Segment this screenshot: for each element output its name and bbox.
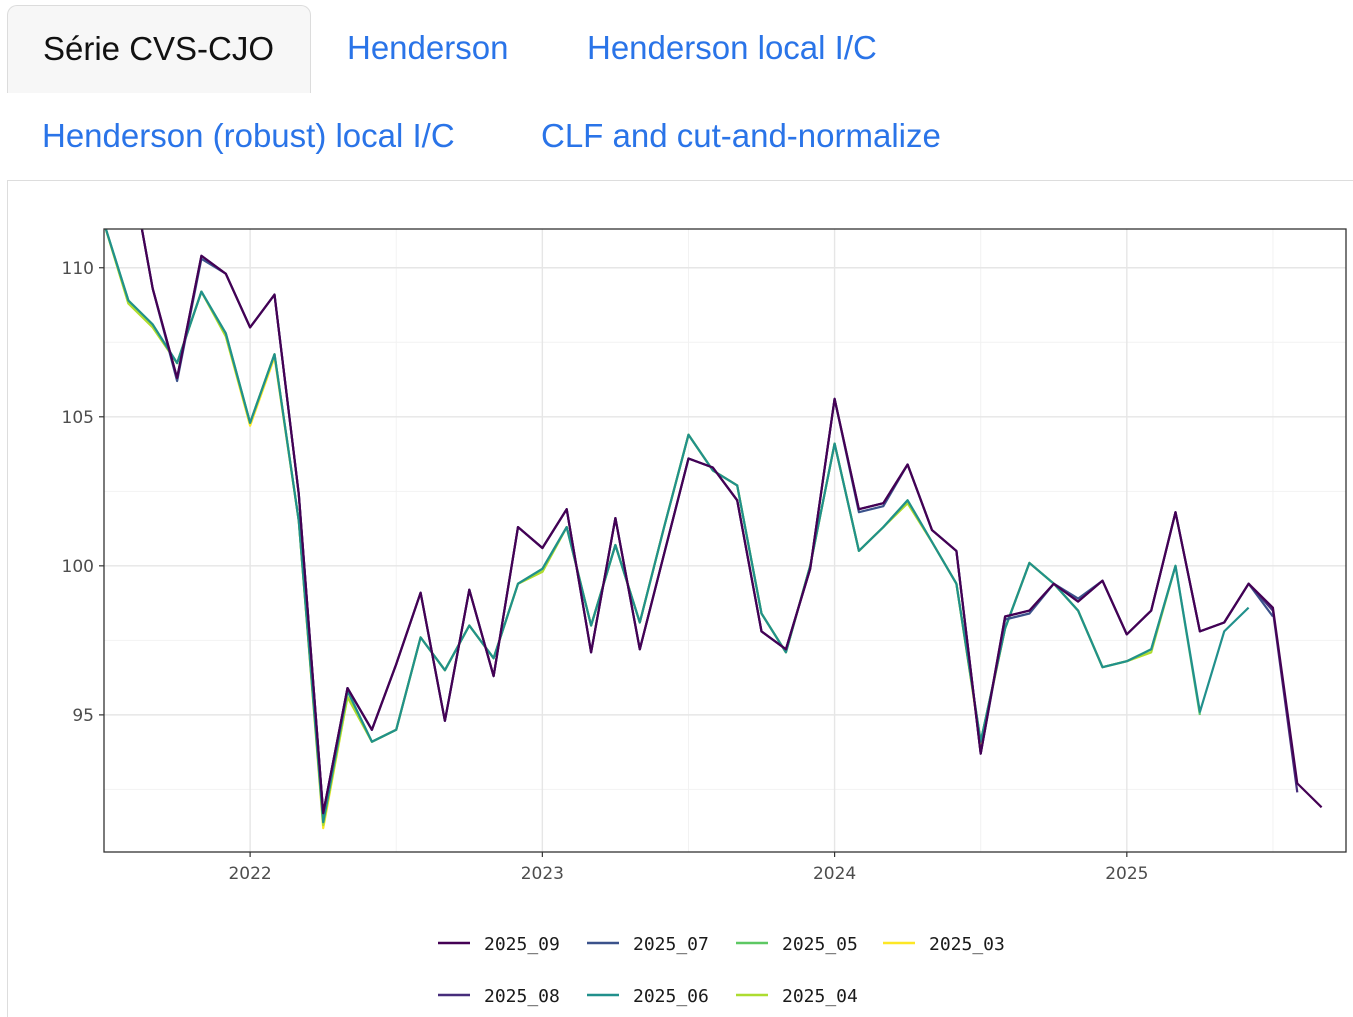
series-lines: [104, 229, 1323, 830]
tab-clf-cut-and-normalize[interactable]: CLF and cut-and-normalize: [541, 117, 941, 154]
tab-content-panel: 2022 2023 2024 2025 95 100 105 110 2025_09 2025_…: [7, 180, 1353, 1017]
series-line-2025_04: [104, 229, 1177, 827]
y-tick-label: 100: [62, 557, 94, 577]
y-tick-label: 105: [62, 408, 94, 428]
axes: 2022 2023 2024 2025 95 100 105 110: [62, 259, 1149, 884]
x-tick-label: 2023: [521, 864, 564, 884]
x-tick-label: 2022: [228, 864, 271, 884]
tab-henderson[interactable]: Henderson: [347, 29, 509, 66]
series-line-2025_06: [104, 229, 1250, 824]
series-line-2025_08: [140, 229, 1299, 815]
legend-label-2025_08: 2025_08: [484, 986, 560, 1007]
tab-henderson-local-ic[interactable]: Henderson local I/C: [587, 29, 877, 66]
tab-bar: Série CVS-CJO Henderson Henderson local …: [0, 0, 1353, 180]
grid: [104, 229, 1346, 852]
legend-label-2025_09: 2025_09: [484, 934, 560, 955]
y-tick-label: 110: [62, 259, 94, 279]
legend-label-2025_05: 2025_05: [782, 934, 858, 955]
legend: 2025_09 2025_07 2025_05 2025_03 2025_08 2025_…: [438, 934, 1005, 1007]
x-tick-label: 2024: [813, 864, 856, 884]
series-line-2025_05: [104, 229, 1201, 824]
tab-serie-cvs-cjo[interactable]: Série CVS-CJO: [7, 5, 311, 93]
tab-henderson-robust-local-ic[interactable]: Henderson (robust) local I/C: [42, 117, 455, 154]
legend-label-2025_04: 2025_04: [782, 986, 858, 1007]
legend-label-2025_07: 2025_07: [633, 934, 709, 955]
plot-border: [103, 228, 1347, 853]
legend-label-2025_06: 2025_06: [633, 986, 709, 1007]
legend-label-2025_03: 2025_03: [929, 934, 1005, 955]
y-tick-label: 95: [72, 706, 94, 726]
x-tick-label: 2025: [1105, 864, 1148, 884]
series-line-2025_09: [140, 229, 1323, 815]
